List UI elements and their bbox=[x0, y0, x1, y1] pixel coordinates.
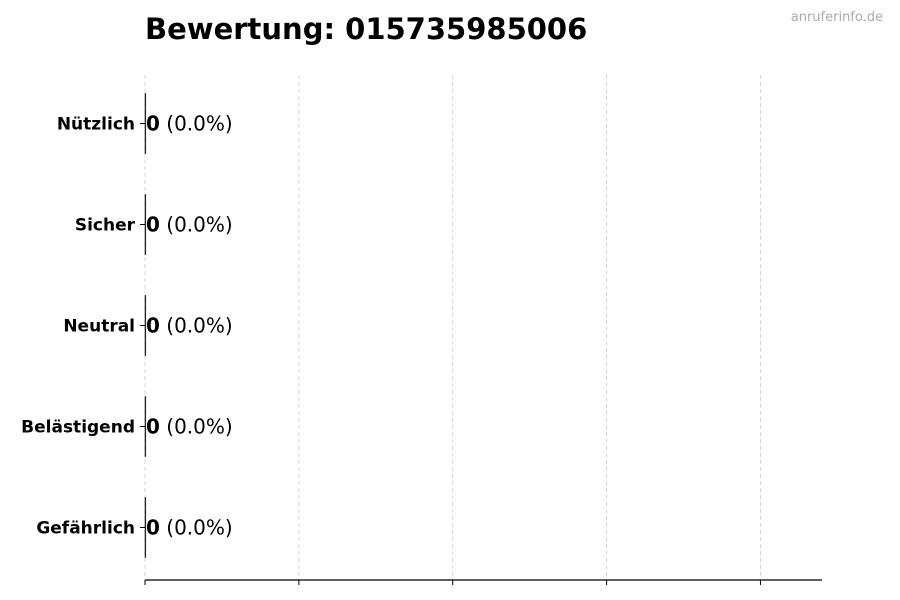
watermark: anruferinfo.de bbox=[790, 10, 883, 25]
data-label-percent: (0.0%) bbox=[160, 213, 233, 237]
data-label: 0 (0.0%) bbox=[146, 516, 233, 540]
data-label: 0 (0.0%) bbox=[146, 314, 233, 338]
data-label-count: 0 bbox=[146, 112, 160, 136]
data-label: 0 (0.0%) bbox=[146, 415, 233, 439]
data-label: 0 (0.0%) bbox=[146, 213, 233, 237]
y-tick-label: Gefährlich bbox=[36, 519, 135, 539]
y-tick-label: Sicher bbox=[75, 216, 136, 236]
data-label: 0 (0.0%) bbox=[146, 112, 233, 136]
y-tick-label: Nützlich bbox=[57, 115, 135, 135]
data-label-percent: (0.0%) bbox=[160, 314, 233, 338]
y-tick-label: Belästigend bbox=[21, 418, 135, 438]
data-label-percent: (0.0%) bbox=[160, 516, 233, 540]
data-label-percent: (0.0%) bbox=[160, 415, 233, 439]
data-label-count: 0 bbox=[146, 415, 160, 439]
data-label-count: 0 bbox=[146, 314, 160, 338]
data-label-percent: (0.0%) bbox=[160, 112, 233, 136]
y-tick-label: Neutral bbox=[63, 317, 135, 337]
data-label-count: 0 bbox=[146, 213, 160, 237]
chart-title: Bewertung: 015735985006 bbox=[145, 12, 588, 46]
data-label-count: 0 bbox=[146, 516, 160, 540]
